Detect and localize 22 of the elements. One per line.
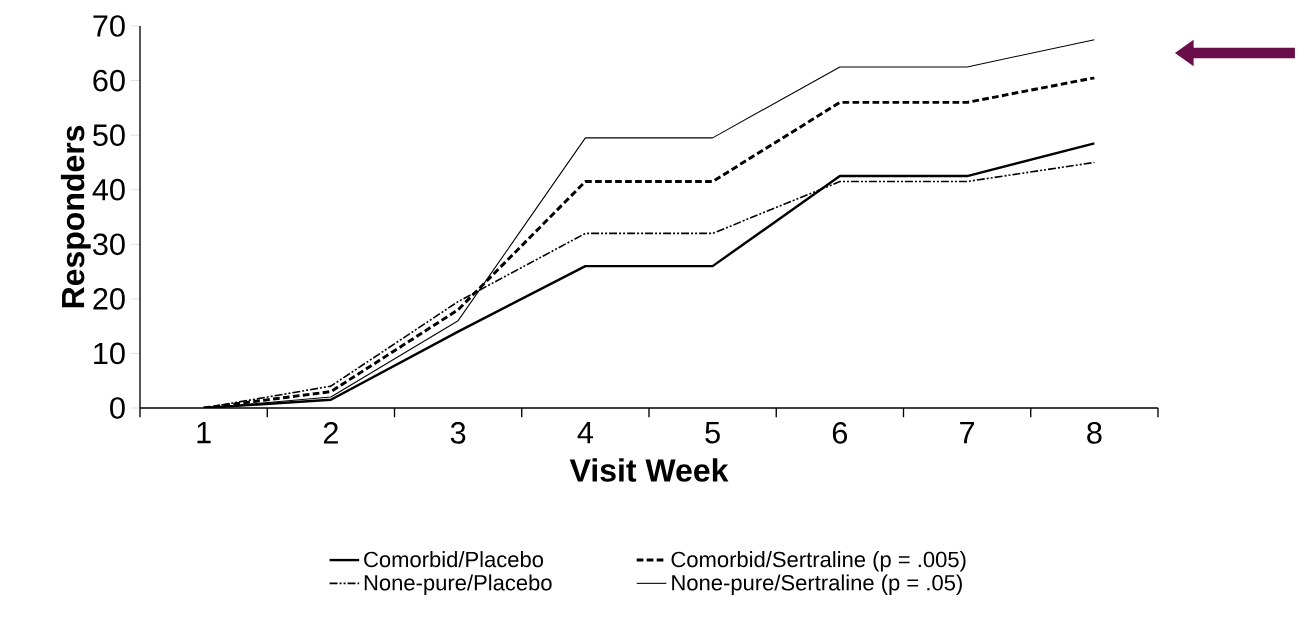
x-tick-label: 5 [705,422,720,444]
x-tick-label: 3 [450,422,466,444]
y-tick-label: 20 [93,288,125,310]
x-tick-label: 2 [323,422,338,444]
y-axis-title: Responders [60,125,91,308]
y-tick-label: 0 [110,397,125,419]
y-tick-label: 40 [92,178,125,201]
y-tick-label: 30 [93,233,125,256]
x-tick-label: 7 [960,422,975,444]
y-tick-label: 50 [93,124,125,146]
y-tick-label: 70 [93,15,125,37]
x-axis-title: Visit Week [569,458,729,482]
legend-label: Comorbid/Placebo [364,551,544,568]
y-tick-label: 10 [94,342,125,365]
x-tick-label: 4 [577,422,594,444]
legend-label: None-pure/Placebo [364,574,552,595]
legend-label: None-pure/Sertraline (p = .05) [672,574,962,595]
y-tick-label: 60 [93,69,125,92]
x-tick-label: 8 [1087,422,1102,444]
x-tick-label: 1 [197,422,211,444]
x-tick-label: 6 [832,422,848,444]
legend-label: Comorbid/Sertraline (p = .005) [671,551,966,572]
